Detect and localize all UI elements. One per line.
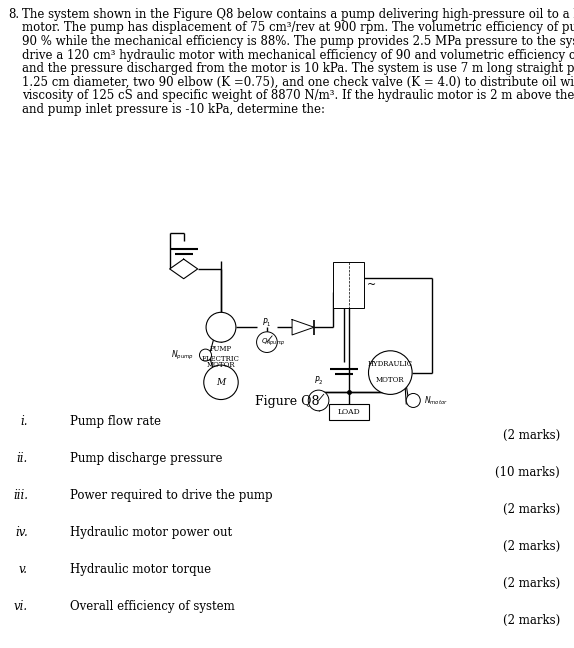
Text: MOTOR: MOTOR	[376, 376, 405, 384]
Text: LOAD: LOAD	[338, 408, 360, 416]
Text: ii.: ii.	[17, 452, 28, 465]
Text: Overall efficiency of system: Overall efficiency of system	[70, 600, 235, 613]
Text: 90 % while the mechanical efficiency is 88%. The pump provides 2.5 MPa pressure : 90 % while the mechanical efficiency is …	[22, 35, 574, 48]
Text: MOTOR: MOTOR	[207, 361, 235, 369]
Text: 8.: 8.	[8, 8, 19, 21]
Text: v.: v.	[19, 563, 28, 576]
Text: (2 marks): (2 marks)	[503, 503, 560, 516]
Text: Power required to drive the pump: Power required to drive the pump	[70, 489, 273, 502]
Circle shape	[204, 365, 238, 400]
Text: (10 marks): (10 marks)	[495, 466, 560, 479]
Text: $P_2$: $P_2$	[314, 375, 323, 387]
Text: Hydraulic motor power out: Hydraulic motor power out	[70, 526, 232, 539]
Bar	[333, 262, 364, 308]
Text: iv.: iv.	[15, 526, 28, 539]
Text: HYDRAULIC: HYDRAULIC	[368, 360, 413, 367]
Text: (2 marks): (2 marks)	[503, 614, 560, 627]
Text: (2 marks): (2 marks)	[503, 540, 560, 553]
Text: 1.25 cm diameter, two 90 elbow (K =0.75), and one check valve (K = 4.0) to distr: 1.25 cm diameter, two 90 elbow (K =0.75)…	[22, 76, 574, 89]
Circle shape	[257, 332, 277, 353]
Circle shape	[369, 351, 412, 395]
Circle shape	[406, 393, 420, 408]
Text: $Q_{A pump}$: $Q_{A pump}$	[261, 337, 286, 349]
Text: Figure Q8: Figure Q8	[255, 395, 319, 408]
Text: ~: ~	[366, 280, 376, 290]
Text: (2 marks): (2 marks)	[503, 577, 560, 590]
Bar	[329, 404, 369, 420]
Text: M: M	[216, 378, 226, 387]
Polygon shape	[170, 259, 197, 279]
Polygon shape	[292, 319, 314, 335]
Text: (2 marks): (2 marks)	[503, 429, 560, 442]
Text: and the pressure discharged from the motor is 10 kPa. The system is use 7 m long: and the pressure discharged from the mot…	[22, 62, 574, 75]
Text: $N_{pump}$: $N_{pump}$	[170, 349, 193, 362]
Text: ELECTRIC: ELECTRIC	[202, 355, 240, 363]
Circle shape	[200, 349, 211, 361]
Text: PUMP: PUMP	[210, 345, 232, 353]
Text: iii.: iii.	[13, 489, 28, 502]
Text: Pump discharge pressure: Pump discharge pressure	[70, 452, 223, 465]
Text: i.: i.	[21, 415, 28, 428]
Text: $P_1$: $P_1$	[262, 316, 272, 329]
Text: viscosity of 125 cS and specific weight of 8870 N/m³. If the hydraulic motor is : viscosity of 125 cS and specific weight …	[22, 89, 574, 102]
Circle shape	[206, 312, 236, 342]
Circle shape	[308, 390, 329, 411]
Text: The system shown in the Figure Q8 below contains a pump delivering high-pressure: The system shown in the Figure Q8 below …	[22, 8, 574, 21]
Text: drive a 120 cm³ hydraulic motor with mechanical efficiency of 90 and volumetric : drive a 120 cm³ hydraulic motor with mec…	[22, 49, 574, 62]
Text: Pump flow rate: Pump flow rate	[70, 415, 161, 428]
Text: $N_{motor}$: $N_{motor}$	[424, 394, 448, 407]
Text: and pump inlet pressure is -10 kPa, determine the:: and pump inlet pressure is -10 kPa, dete…	[22, 102, 325, 115]
Text: motor. The pump has displacement of 75 cm³/rev at 900 rpm. The volumetric effici: motor. The pump has displacement of 75 c…	[22, 21, 574, 34]
Text: Hydraulic motor torque: Hydraulic motor torque	[70, 563, 211, 576]
Text: vi.: vi.	[14, 600, 28, 613]
